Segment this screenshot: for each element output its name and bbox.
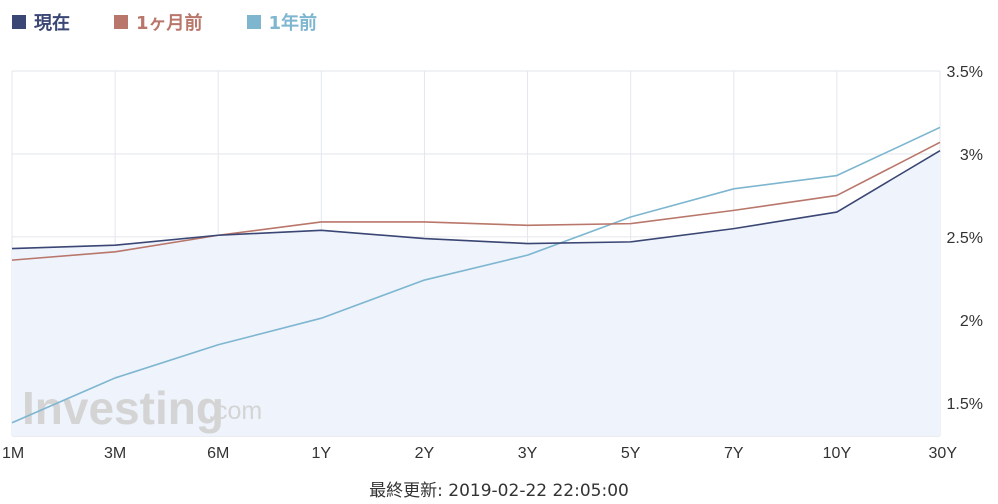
y-tick-label: 3.5%: [947, 64, 983, 81]
x-tick-label: 1M: [2, 445, 24, 462]
legend-item-1-month-ago[interactable]: 1ヶ月前: [114, 9, 203, 35]
y-axis-ticks: 1.5% 2% 2.5% 3% 3.5%: [947, 64, 983, 413]
legend-label-current: 現在: [34, 13, 70, 34]
area-fill-layer: [12, 150, 940, 437]
legend-item-current[interactable]: 現在: [12, 9, 70, 35]
y-tick-label: 1.5%: [947, 396, 983, 413]
x-tick-label: 2Y: [415, 445, 435, 462]
series-line-1-year-ago: [11, 126, 941, 424]
x-tick-label: 30Y: [929, 445, 958, 462]
area-fill-current: [12, 150, 940, 437]
svg-text:Investing: Investing: [22, 382, 224, 434]
series-line-current: [11, 149, 941, 250]
legend-label-1-month-ago: 1ヶ月前: [136, 13, 203, 34]
series-lines: [11, 126, 941, 424]
legend-item-1-year-ago[interactable]: 1年前: [246, 9, 318, 35]
series-line-1-month-ago: [11, 141, 941, 261]
chart-legend: 現在 1ヶ月前 1年前: [12, 10, 361, 34]
y-tick-label: 2%: [960, 313, 983, 330]
y-tick-label: 2.5%: [947, 230, 983, 247]
x-tick-label: 7Y: [724, 445, 744, 462]
x-tick-label: 3Y: [518, 445, 538, 462]
x-axis-ticks: 1M 3M 6M 1Y 2Y 3Y 5Y 7Y 10Y 30Y: [2, 445, 957, 462]
svg-text:.com: .com: [208, 397, 262, 425]
x-tick-label: 6M: [207, 445, 229, 462]
legend-swatch-1-year-ago: [246, 15, 261, 29]
legend-swatch-1-month-ago: [114, 15, 128, 29]
legend-swatch-current: [12, 15, 26, 29]
last-updated-label: 最終更新: 2019-02-22 22:05:00: [369, 481, 629, 501]
x-tick-label: 5Y: [621, 445, 641, 462]
investing-watermark: Investing .com: [22, 382, 262, 434]
x-tick-label: 3M: [104, 445, 126, 462]
y-tick-label: 3%: [960, 147, 983, 164]
legend-label-1-year-ago: 1年前: [268, 13, 318, 34]
x-tick-label: 1Y: [312, 445, 332, 462]
x-tick-label: 10Y: [823, 445, 852, 462]
